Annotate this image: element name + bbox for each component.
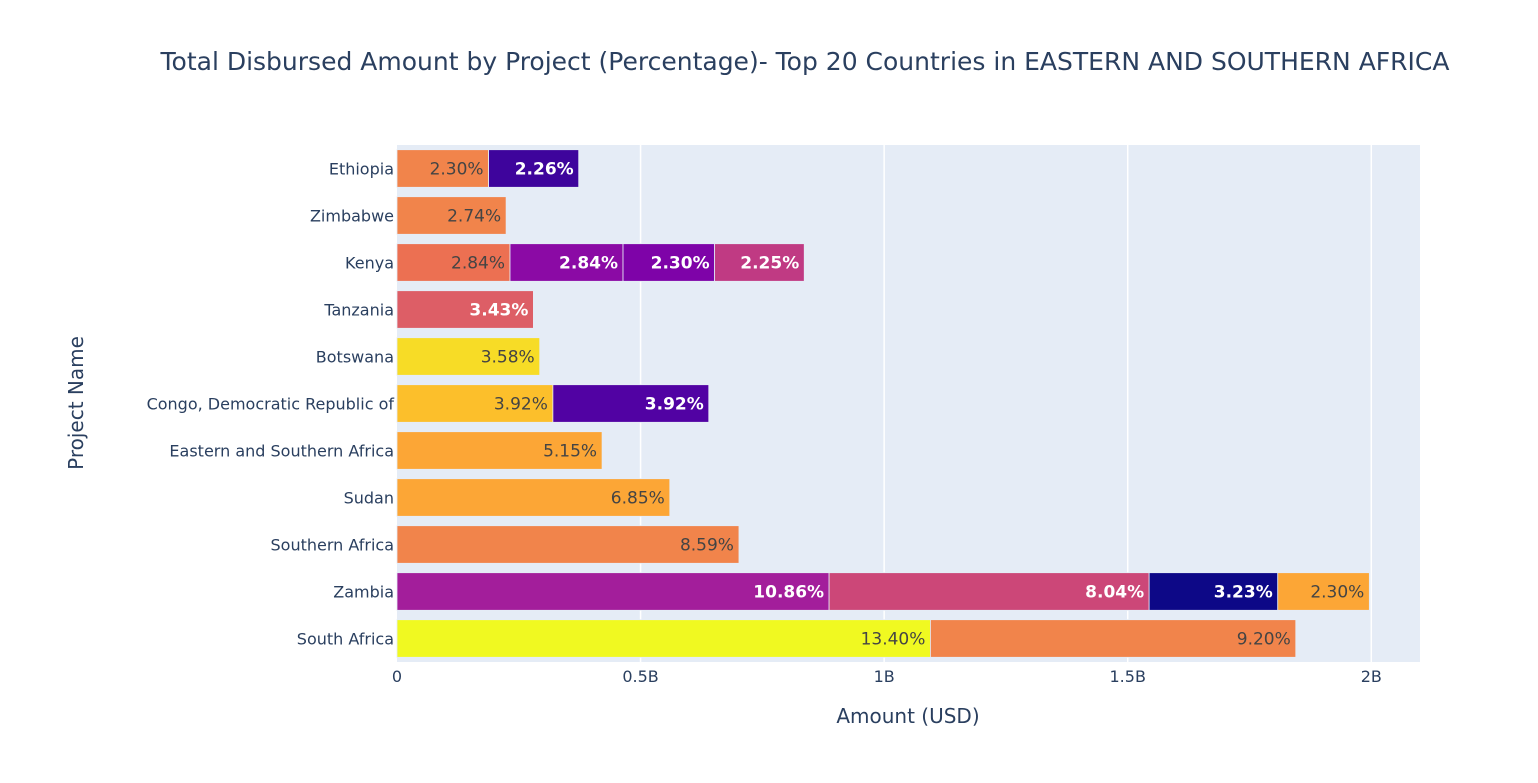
chart-title: Total Disbursed Amount by Project (Perce… — [160, 47, 1450, 76]
y-tick-label: Sudan — [344, 489, 394, 508]
bar-segment[interactable] — [1277, 572, 1370, 611]
bar-value-label: 13.40% — [861, 630, 926, 650]
bar-segment[interactable] — [396, 196, 507, 235]
bar-segment[interactable] — [552, 384, 710, 423]
bar-segment[interactable] — [396, 431, 603, 470]
bar-value-label: 3.43% — [469, 301, 528, 321]
x-tick-label: 1B — [874, 667, 895, 686]
bar-segment[interactable] — [622, 243, 716, 282]
bar-value-label: 8.04% — [1085, 583, 1144, 603]
bar-value-label: 6.85% — [611, 489, 665, 509]
bar-segment[interactable] — [396, 478, 671, 517]
bar-value-label: 2.84% — [559, 254, 618, 274]
x-tick-label: 2B — [1361, 667, 1382, 686]
bar-value-label: 2.74% — [447, 207, 501, 227]
bar-value-label: 8.59% — [680, 536, 734, 556]
bar-value-label: 2.84% — [451, 254, 505, 274]
y-tick-label: Eastern and Southern Africa — [169, 442, 394, 461]
x-tick-label: 0 — [392, 667, 402, 686]
bar-value-label: 3.92% — [494, 395, 548, 415]
bar-value-label: 2.30% — [430, 160, 484, 180]
y-tick-label: Southern Africa — [271, 536, 395, 555]
y-tick-label: Congo, Democratic Republic of — [147, 395, 395, 414]
y-tick-label: Ethiopia — [329, 160, 394, 179]
bar-segment[interactable] — [396, 290, 534, 329]
y-tick-label: Zimbabwe — [310, 207, 394, 226]
bar-value-label: 3.23% — [1214, 583, 1273, 603]
bar-segment[interactable] — [714, 243, 805, 282]
bar-segment[interactable] — [828, 572, 1150, 611]
bar-value-label: 3.58% — [481, 348, 535, 368]
bar-value-label: 3.92% — [645, 395, 704, 415]
bar-segment[interactable] — [488, 149, 580, 188]
bar-value-label: 2.26% — [515, 160, 574, 180]
x-tick-label: 1.5B — [1110, 667, 1146, 686]
bars — [396, 149, 1370, 658]
y-tick-label: Kenya — [345, 254, 394, 273]
bar-segment[interactable] — [396, 619, 931, 658]
x-tick-label: 0.5B — [622, 667, 658, 686]
bar-value-label: 10.86% — [753, 583, 824, 603]
bar-value-label: 2.30% — [651, 254, 710, 274]
y-axis-ticks: South Africa Zambia Southern Africa Sudan Ea… — [147, 160, 395, 649]
bar-value-label: 9.20% — [1237, 630, 1291, 650]
bar-segment[interactable] — [396, 149, 489, 188]
y-axis-title: Project Name — [64, 336, 88, 470]
bar-value-label: 2.25% — [740, 254, 799, 274]
y-tick-label: Zambia — [333, 583, 394, 602]
bar-segment[interactable] — [930, 619, 1297, 658]
y-tick-label: Tanzania — [323, 301, 394, 320]
bar-labels: 13.40% 9.20% 10.86% 8.04% 3.23% 2.30% 8.59% 6.8… — [430, 160, 1365, 650]
bar-segment[interactable] — [1148, 572, 1279, 611]
bar-segment[interactable] — [509, 243, 624, 282]
bar-segment[interactable] — [396, 337, 541, 376]
x-axis-ticks: 0 0.5B 1B 1.5B 2B — [392, 667, 1382, 686]
bar-segment[interactable] — [396, 243, 511, 282]
bar-value-label: 5.15% — [543, 442, 597, 462]
y-tick-label: Botswana — [316, 348, 394, 367]
x-axis-title: Amount (USD) — [836, 704, 979, 728]
y-tick-label: South Africa — [297, 630, 394, 649]
bar-value-label: 2.30% — [1310, 583, 1364, 603]
bar-segment[interactable] — [396, 525, 740, 564]
bar-segment[interactable] — [396, 572, 830, 611]
